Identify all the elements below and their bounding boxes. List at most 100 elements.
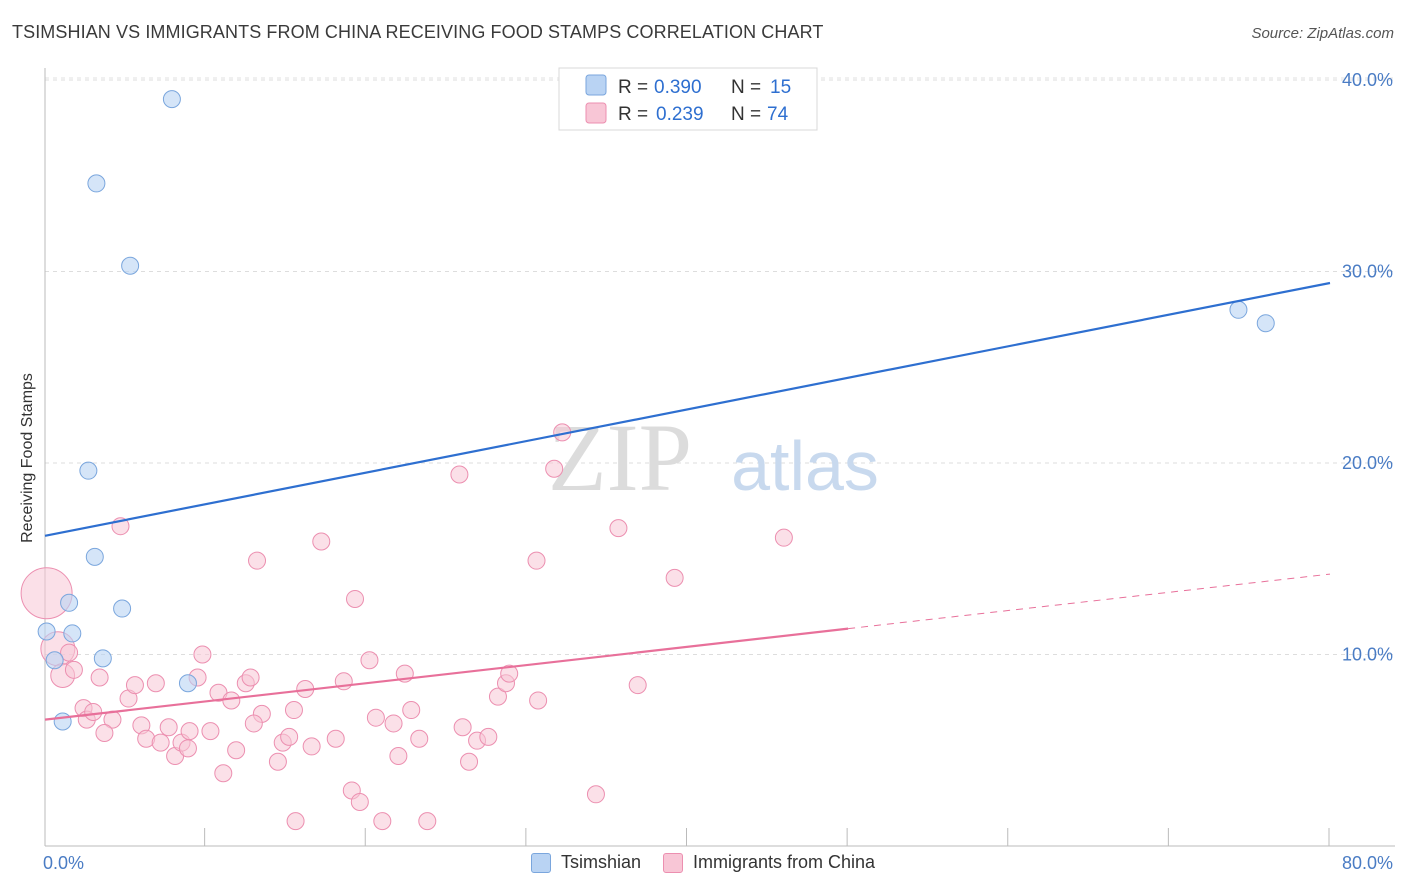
data-point-tsimshian — [121, 256, 140, 275]
data-point-tsimshian — [1229, 300, 1248, 319]
data-point-immigrants-from-china — [302, 737, 321, 756]
y-tick-label: 10.0% — [1342, 645, 1393, 665]
data-point-immigrants-from-china — [774, 528, 793, 547]
bottom-legend-tsimshian: Tsimshian — [530, 852, 641, 873]
y-tick-label: 30.0% — [1342, 262, 1393, 282]
data-point-tsimshian — [60, 593, 79, 612]
trend-lines — [44, 281, 1331, 721]
data-point-immigrants-from-china — [201, 722, 220, 741]
data-point-immigrants-from-china — [178, 739, 197, 758]
data-point-immigrants-from-china — [402, 701, 421, 720]
data-point-immigrants-from-china — [410, 729, 429, 748]
data-point-immigrants-from-china — [665, 568, 684, 587]
data-point-immigrants-from-china — [350, 792, 369, 811]
data-point-immigrants-from-china — [248, 551, 267, 570]
gridlines — [45, 77, 1395, 655]
data-point-tsimshian — [162, 90, 181, 109]
legend-n-label-2: N = — [731, 104, 761, 125]
trend-line-china-dashed — [848, 573, 1331, 630]
data-point-immigrants-from-china — [529, 691, 548, 710]
data-point-immigrants-from-china — [628, 676, 647, 695]
data-point-tsimshian — [178, 674, 197, 693]
legend-n-value-1: 15 — [770, 77, 791, 98]
legend-swatch-icon — [662, 852, 683, 873]
data-point-immigrants-from-china — [244, 714, 263, 733]
data-point-tsimshian — [85, 547, 104, 566]
axes — [44, 68, 1395, 847]
data-point-tsimshian — [87, 174, 106, 193]
data-point-immigrants-from-china — [193, 645, 212, 664]
legend-swatch-icon — [530, 852, 551, 873]
data-point-immigrants-from-china — [479, 727, 498, 746]
data-point-immigrants-from-china — [146, 674, 165, 693]
trend-line-tsimshian — [44, 281, 1331, 537]
watermark: ZIP atlas — [548, 404, 879, 511]
data-point-immigrants-from-china — [609, 519, 628, 538]
data-point-immigrants-from-china — [366, 708, 385, 727]
x-tick-label: 0.0% — [43, 853, 84, 873]
data-point-immigrants-from-china — [60, 643, 79, 662]
legend-r-value-1: 0.390 — [654, 77, 702, 98]
data-point-immigrants-from-china — [227, 741, 246, 760]
data-point-immigrants-from-china — [214, 764, 233, 783]
data-point-immigrants-from-china — [450, 465, 469, 484]
bottom-legend-label-tsimshian: Tsimshian — [560, 852, 641, 872]
legend-swatch-china — [585, 102, 607, 124]
legend-r-label-1: R = — [618, 77, 648, 98]
data-point-immigrants-from-china — [222, 691, 241, 710]
series-tsimshian-points — [37, 90, 1275, 731]
data-point-immigrants-from-china — [527, 551, 546, 570]
data-point-immigrants-from-china — [545, 459, 564, 478]
data-point-immigrants-from-china — [286, 812, 305, 831]
data-point-immigrants-from-china — [586, 785, 605, 804]
bottom-legend-label-china: Immigrants from China — [692, 852, 876, 872]
data-point-immigrants-from-china — [389, 746, 408, 765]
data-point-immigrants-from-china — [312, 532, 331, 551]
data-point-immigrants-from-china — [180, 722, 199, 741]
data-point-immigrants-from-china — [84, 702, 103, 721]
data-point-immigrants-from-china — [500, 664, 519, 683]
bottom-legend: Tsimshian Immigrants from China — [0, 852, 1406, 873]
tick-labels: 10.0% 20.0% 30.0% 40.0% 0.0% 80.0% — [43, 70, 1393, 873]
legend-swatch-tsimshian — [585, 74, 607, 96]
watermark-atlas: atlas — [731, 427, 879, 505]
data-point-immigrants-from-china — [346, 589, 365, 608]
chart-title: TSIMSHIAN VS IMMIGRANTS FROM CHINA RECEI… — [12, 22, 824, 42]
data-point-immigrants-from-china — [373, 812, 392, 831]
data-point-tsimshian — [93, 649, 112, 668]
data-point-immigrants-from-china — [488, 687, 507, 706]
data-point-tsimshian — [53, 712, 72, 731]
legend-r-label-2: R = — [618, 104, 648, 125]
data-point-immigrants-from-china — [268, 752, 287, 771]
data-point-immigrants-from-china — [280, 727, 299, 746]
series-immigrants-from-china-points — [20, 423, 793, 831]
data-point-tsimshian — [63, 624, 82, 643]
data-point-immigrants-from-china — [384, 714, 403, 733]
trend-line-china-solid — [44, 627, 849, 721]
data-point-tsimshian — [37, 622, 56, 641]
data-point-tsimshian — [113, 599, 132, 618]
source-credit: Source: ZipAtlas.com — [1251, 25, 1394, 42]
legend-r-value-2: 0.239 — [656, 104, 704, 125]
legend-n-label-1: N = — [731, 77, 761, 98]
legend-box: R = 0.390 N = 15 R = 0.239 N = 74 — [558, 67, 818, 131]
data-point-immigrants-from-china — [151, 733, 170, 752]
data-point-immigrants-from-china — [326, 729, 345, 748]
data-point-immigrants-from-china — [360, 651, 379, 670]
data-point-tsimshian — [45, 651, 64, 670]
watermark-zip: ZIP — [548, 404, 692, 511]
data-point-immigrants-from-china — [64, 660, 83, 679]
data-point-immigrants-from-china — [284, 701, 303, 720]
data-point-immigrants-from-china — [241, 668, 260, 687]
data-point-immigrants-from-china — [95, 724, 114, 743]
data-point-immigrants-from-china — [125, 676, 144, 695]
x-tick-label: 80.0% — [1342, 853, 1393, 873]
bottom-legend-china: Immigrants from China — [662, 852, 876, 873]
legend-n-value-2: 74 — [767, 104, 789, 125]
data-point-tsimshian — [79, 461, 98, 480]
y-tick-label: 40.0% — [1342, 70, 1393, 90]
data-point-immigrants-from-china — [460, 752, 479, 771]
data-point-tsimshian — [1256, 314, 1275, 333]
data-point-immigrants-from-china — [453, 718, 472, 737]
